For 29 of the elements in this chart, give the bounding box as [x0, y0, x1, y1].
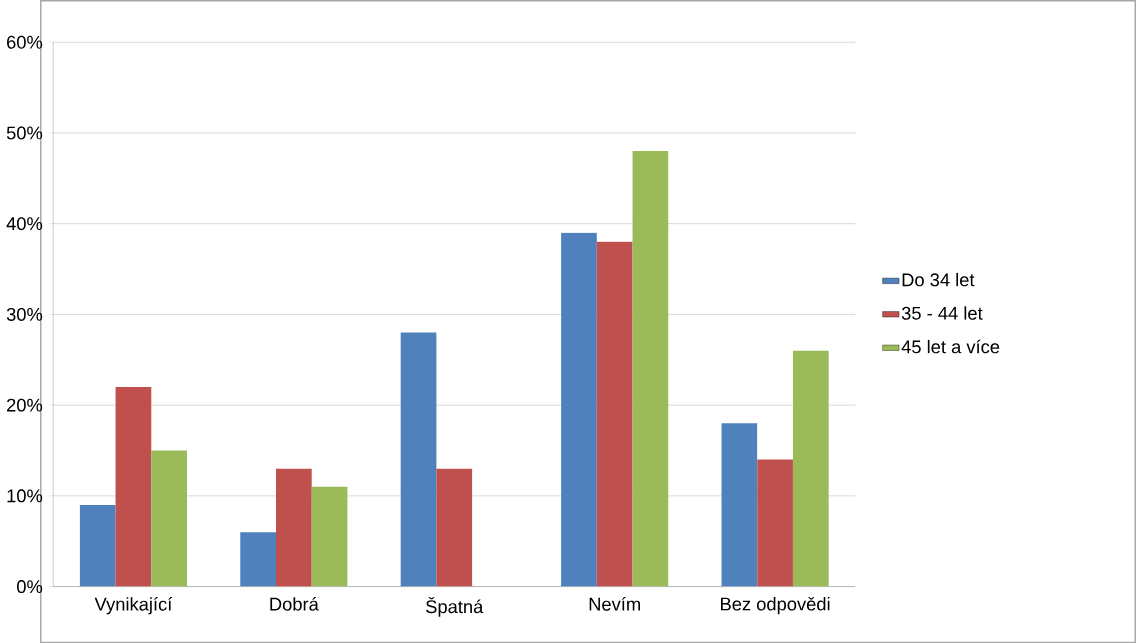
bar — [792, 350, 829, 587]
bar — [561, 232, 597, 587]
y-tick-label: 60% — [7, 35, 43, 49]
bar — [596, 241, 633, 587]
legend-label: 45 let a více — [901, 339, 1000, 354]
x-tick-label: Dobrá — [270, 596, 319, 611]
bar — [757, 459, 793, 587]
x-tick-label: Vynikající — [94, 596, 173, 615]
y-tick-label: 30% — [6, 307, 43, 321]
y-tick-label: 10% — [7, 489, 43, 503]
bar — [79, 504, 116, 587]
y-tick-label: 40% — [6, 217, 43, 231]
bar — [115, 386, 152, 587]
y-tick-label: 0% — [17, 579, 43, 593]
bar — [151, 450, 187, 587]
bar — [275, 468, 312, 587]
bar — [436, 468, 473, 587]
bar — [721, 423, 758, 587]
y-tick-label: 50% — [6, 126, 43, 140]
x-tick-label: Bez odpovědi — [721, 596, 830, 614]
y-tick-label: 20% — [7, 398, 43, 412]
legend-label: Do 34 let — [902, 272, 975, 287]
bar — [311, 486, 348, 587]
bar — [632, 150, 669, 587]
legend-label: 35 - 44 let — [901, 306, 983, 320]
bar — [240, 532, 276, 587]
x-tick-label: Nevím — [589, 596, 640, 611]
x-tick-label: Špatná — [426, 596, 484, 617]
bar — [400, 332, 437, 587]
